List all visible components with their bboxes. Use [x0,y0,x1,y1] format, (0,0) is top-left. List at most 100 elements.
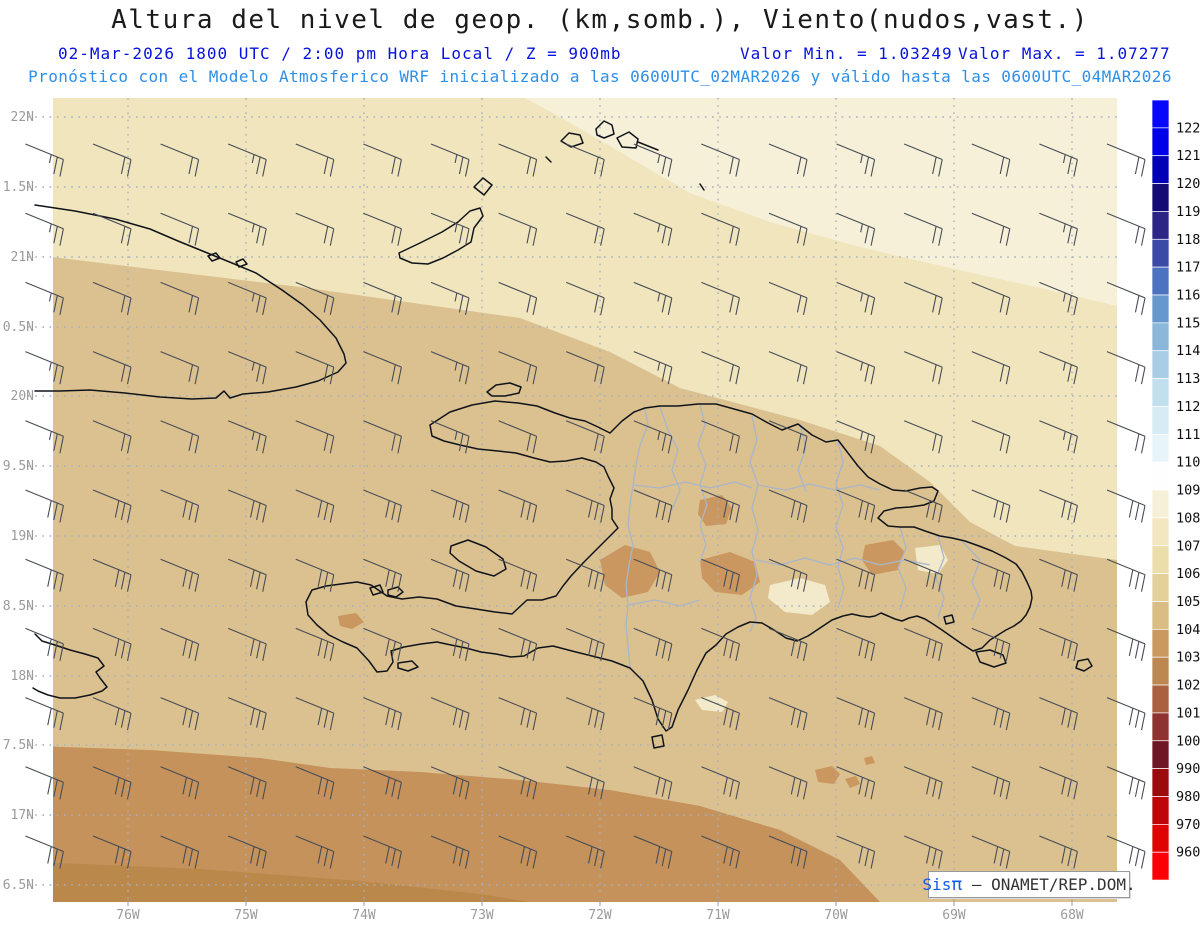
lon-tick-label: 76W [116,908,140,923]
lat-tick-label: 20N [11,389,34,404]
lon-tick-label: 68W [1060,908,1084,923]
watermark-dash: – [971,875,982,894]
colorbar-label: 1180 [1176,232,1200,248]
lat-tick-label: 9.5N [3,459,34,474]
colorbar-label: 960 [1176,845,1200,861]
datetime-label: 02-Mar-2026 1800 UTC / 2:00 pm Hora Loca… [58,44,622,63]
sierra-patch [700,552,760,595]
wind-barbs [25,143,1146,869]
colorbar-segment [1151,517,1170,547]
pale-south-3 [695,695,728,712]
dark-sw-band [53,862,530,902]
colorbar-label: 1190 [1176,204,1200,220]
sispi-logo: Sis [922,875,952,894]
lat-tick-label: 19N [11,529,34,544]
colorbar-segment [1151,656,1170,686]
coastlines [32,120,1093,749]
pi-icon: π [951,873,963,895]
colorbar-segment [1151,322,1170,352]
colorbar-label: 1140 [1176,343,1200,359]
colorbar-label: 1150 [1176,315,1200,331]
tiburon-patch [338,613,364,629]
lat-tick-label: 21N [11,250,34,265]
colorbar-label: 1090 [1176,483,1200,499]
colorbar-segment [1151,99,1170,129]
lat-tick-label: 22N [11,110,34,125]
shaded-geopotential-field [53,98,1117,902]
lat-tick-label: 18N [11,669,34,684]
lat-tick-label: 1.5N [3,180,34,195]
colorbar-segment [1151,350,1170,379]
colorbar-segment [1151,183,1170,212]
colorbar-segment [1151,406,1170,435]
colorbar-segment [1151,461,1170,491]
colorbar-segment [1151,378,1170,407]
colorbar-segment [1151,211,1170,240]
colorbar: 1220 1210 1200 1190 1180 1170 1160 1150 1140 1130… [1151,99,1200,881]
colorbar-segment [1151,433,1170,463]
south-speck-2 [845,776,860,788]
lon-tick-label: 73W [470,908,494,923]
south-speck-3 [864,756,875,765]
colorbar-label: 1000 [1176,733,1200,749]
colorbar-segment [1151,155,1170,184]
lat-tick-label: 7.5N [3,738,34,753]
pale-east-1 [768,578,830,615]
colorbar-segment [1151,238,1170,268]
lon-tick-label: 71W [706,908,730,923]
colorbar-label: 1020 [1176,678,1200,694]
colorbar-label: 1060 [1176,566,1200,582]
lon-tick-label: 72W [588,908,612,923]
colorbar-segment [1151,601,1170,630]
colorbar-label: 1040 [1176,622,1200,638]
south-speck-1 [815,766,840,784]
model-run-label: Pronóstico con el Modelo Atmosferico WRF… [28,67,1172,86]
colorbar-label: 1050 [1176,594,1200,610]
colorbar-segment [1151,824,1170,853]
colorbar-label: 1130 [1176,371,1200,387]
colorbar-segment [1151,266,1170,296]
lat-tick-label: 8.5N [3,599,34,614]
valor-max-label: Valor Max. = 1.07277 [958,44,1171,63]
colorbar-label: 1200 [1176,176,1200,192]
lon-tick-label: 69W [942,908,966,923]
colorbar-segment [1151,294,1170,324]
colorbar-segment [1151,740,1170,769]
colorbar-segment [1151,768,1170,797]
colorbar-label: 1170 [1176,260,1200,276]
colorbar-segment [1151,127,1170,157]
lon-tick-label: 74W [352,908,376,923]
lat-tick-label: 6.5N [3,878,34,893]
colorbar-label: 980 [1176,789,1200,805]
colorbar-label: 1160 [1176,288,1200,304]
valor-min-label: Valor Min. = 1.03249 [740,44,953,63]
watermark-badge: Sis π – ONAMET/REP.DOM. [922,871,1136,898]
colorbar-segment [1151,545,1170,574]
colorbar-segment [1151,573,1170,602]
colorbar-segment [1151,712,1170,742]
colorbar-label: 1210 [1176,148,1200,164]
tan-band [53,257,1117,902]
page-title: Altura del nivel de geop. (km,somb.), Vi… [111,5,1089,35]
colorbar-segment [1151,796,1170,825]
brown-band [53,746,880,902]
lon-tick-label: 70W [824,908,848,923]
colorbar-segment [1151,851,1170,881]
colorbar-label: 1070 [1176,538,1200,554]
light-ne-band [525,98,1117,306]
lat-tick-label: 0.5N [3,320,34,335]
lat-tick-label: 17N [11,808,34,823]
watermark-org: ONAMET/REP.DOM. [991,875,1136,894]
colorbar-label: 1080 [1176,510,1200,526]
lon-tick-label: 75W [234,908,258,923]
axis-labels: 22N 1.5N 21N 0.5N 20N 9.5N 19N 8.5N 18N 7.5N 17N 6.… [3,110,1084,923]
cotui-patch [862,540,905,575]
province-borders [625,403,981,668]
colorbar-segment [1151,684,1170,714]
